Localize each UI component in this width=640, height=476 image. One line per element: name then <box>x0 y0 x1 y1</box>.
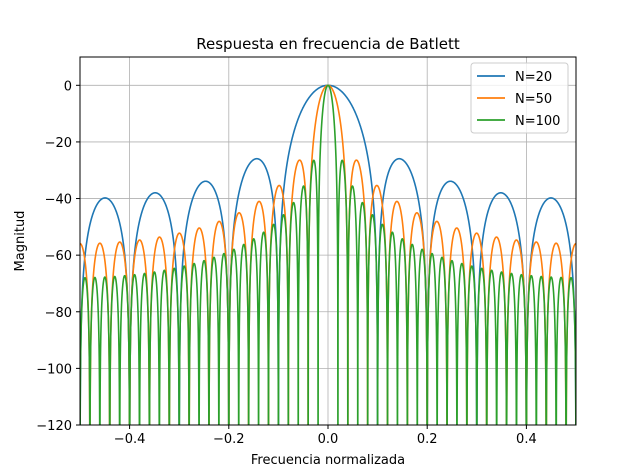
legend-label: N=20 <box>515 70 552 85</box>
y-tick-label: −80 <box>45 306 72 321</box>
y-tick-label: −40 <box>45 193 72 208</box>
legend: N=20 N=50 N=100 <box>470 62 569 134</box>
legend-box <box>470 62 569 134</box>
x-tick-label: 0.4 <box>516 432 537 447</box>
x-axis-label: Frecuencia normalizada <box>251 453 405 468</box>
y-axis-label: Magnitud <box>13 211 28 272</box>
x-tick-label: −0.2 <box>213 432 245 447</box>
series-layer <box>80 84 576 425</box>
legend-label: N=100 <box>515 114 560 129</box>
chart-title: Respuesta en frecuencia de Batlett <box>196 35 460 53</box>
y-tick-label: −20 <box>45 136 72 151</box>
series-line-N=100 <box>80 84 576 425</box>
y-axis-ticks: 0 −20 −40 −60 −80 −100 −120 <box>36 79 80 434</box>
y-tick-label: −120 <box>36 419 72 434</box>
x-axis-ticks: −0.4 −0.2 0.0 0.2 0.4 <box>114 425 537 447</box>
x-tick-label: 0.2 <box>417 432 438 447</box>
y-tick-label: −100 <box>36 362 72 377</box>
x-tick-label: 0.0 <box>318 432 339 447</box>
legend-label: N=50 <box>515 92 552 107</box>
y-tick-label: 0 <box>64 79 72 94</box>
x-tick-label: −0.4 <box>114 432 146 447</box>
y-tick-label: −60 <box>45 249 72 264</box>
